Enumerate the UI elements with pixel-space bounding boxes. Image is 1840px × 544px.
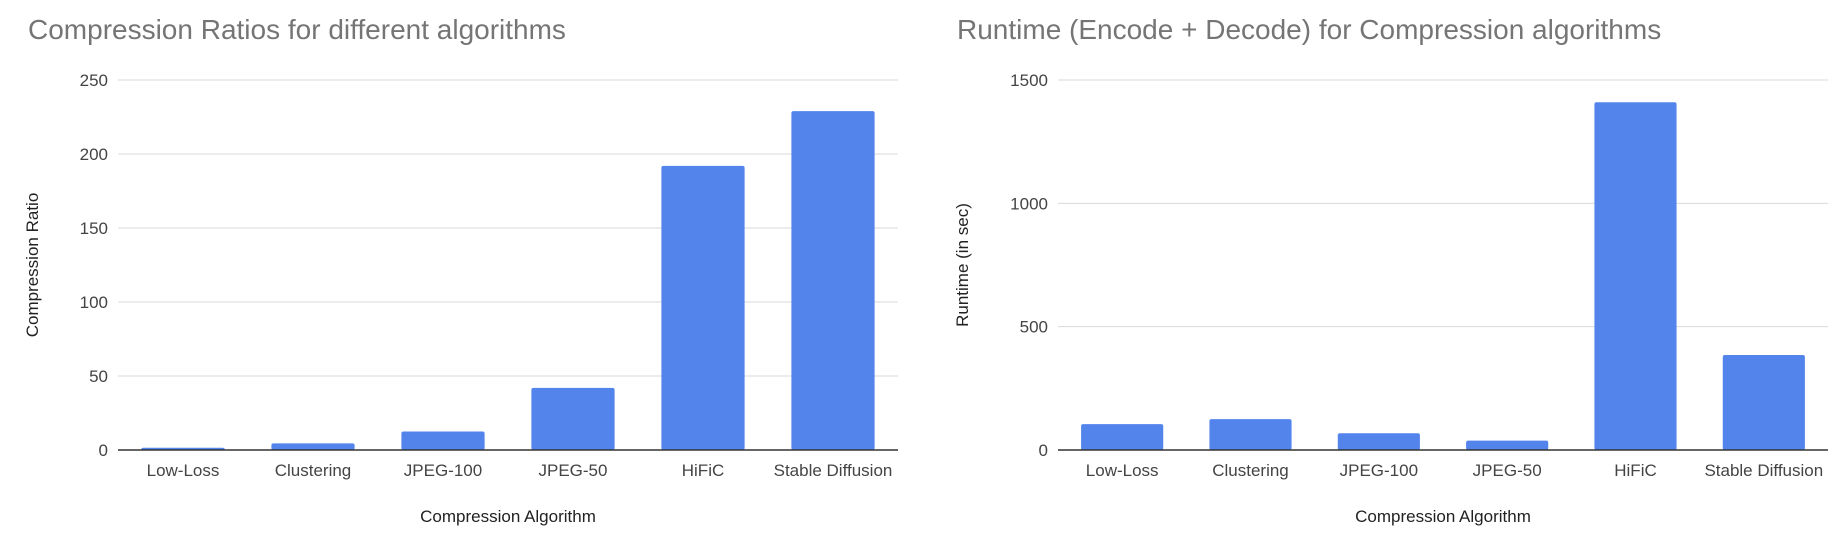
chart-1-xtick-label: Low-Loss: [147, 461, 220, 480]
chart-1-xtick-label: JPEG-100: [404, 461, 482, 480]
chart-1-xtick-label: HiFiC: [682, 461, 725, 480]
chart-2-bar: [1337, 433, 1420, 450]
chart-2-x-axis-title: Compression Algorithm: [1355, 507, 1531, 526]
chart-2-xtick-label: JPEG-100: [1340, 461, 1418, 480]
chart-2-y-axis-title: Runtime (in sec): [953, 203, 972, 327]
chart-2-bar: [1594, 102, 1677, 450]
chart-1-ytick-label: 0: [99, 441, 108, 460]
chart-1-ytick-label: 50: [89, 367, 108, 386]
chart-1-bar: [401, 431, 485, 450]
chart-1-xtick-label: Stable Diffusion: [774, 461, 893, 480]
chart-1-ytick-label: 150: [80, 219, 108, 238]
chart-2-title: Runtime (Encode + Decode) for Compressio…: [957, 14, 1662, 45]
chart-2-xtick-label: Stable Diffusion: [1704, 461, 1823, 480]
chart-2-bar: [1722, 355, 1805, 450]
chart-2-ytick-label: 1500: [1010, 71, 1048, 90]
chart-1-bar: [271, 443, 355, 450]
chart-1-title: Compression Ratios for different algorit…: [28, 14, 566, 45]
chart-2-bar: [1081, 424, 1164, 450]
chart-1-ytick-label: 250: [80, 71, 108, 90]
chart-1-y-axis-title: Compression Ratio: [23, 193, 42, 338]
chart-1-xtick-label: Clustering: [275, 461, 352, 480]
chart-2-xtick-label: Clustering: [1212, 461, 1289, 480]
chart-1-x-axis-title: Compression Algorithm: [420, 507, 596, 526]
chart-1-bar: [661, 165, 745, 450]
chart-2-ytick-label: 1000: [1010, 194, 1048, 213]
chart-1-bar: [791, 111, 875, 450]
chart-2-ytick-label: 500: [1020, 318, 1048, 337]
chart-2-bar: [1466, 440, 1549, 450]
chart-1-xtick-label: JPEG-50: [539, 461, 608, 480]
chart-2-ytick-label: 0: [1039, 441, 1048, 460]
chart-1-ytick-label: 100: [80, 293, 108, 312]
chart-2-xtick-label: Low-Loss: [1086, 461, 1159, 480]
chart-2-xtick-label: HiFiC: [1614, 461, 1657, 480]
chart-1-bar: [531, 387, 615, 450]
chart-1-ytick-label: 200: [80, 145, 108, 164]
chart-2-xtick-label: JPEG-50: [1473, 461, 1542, 480]
chart-2-bar: [1209, 419, 1292, 450]
